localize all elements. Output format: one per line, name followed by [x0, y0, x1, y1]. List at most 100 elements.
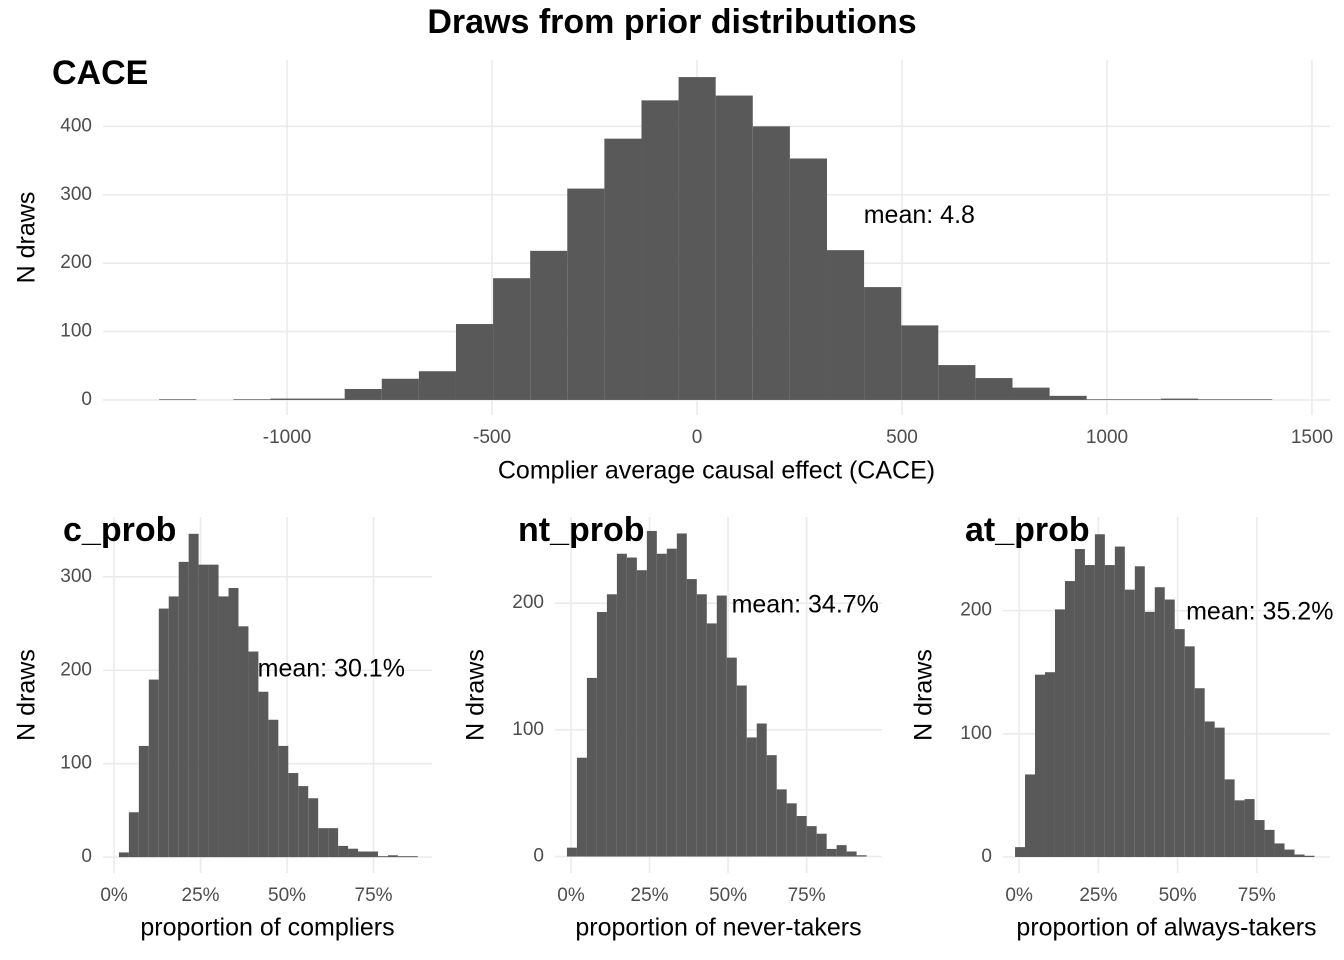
bar — [606, 594, 617, 857]
bar — [678, 77, 716, 400]
y-tick-label: 200 — [512, 592, 544, 613]
bar — [616, 553, 627, 857]
y-tick-label: 100 — [960, 723, 992, 744]
y-tick-label: 200 — [60, 659, 92, 680]
x-tick-label: 75% — [1238, 885, 1276, 906]
bar — [218, 596, 229, 858]
bar — [1154, 587, 1165, 857]
bar — [586, 677, 597, 857]
y-tick-label: 0 — [981, 846, 992, 867]
bar — [706, 623, 717, 857]
bar — [367, 851, 378, 858]
bar — [493, 278, 531, 400]
bar — [716, 595, 727, 857]
bar — [796, 815, 807, 857]
bar — [198, 564, 209, 858]
x-tick-label: 0% — [100, 885, 128, 906]
bar — [248, 651, 259, 858]
bar — [856, 855, 867, 857]
bar — [1194, 688, 1205, 857]
bar — [158, 608, 169, 858]
y-tick-label: 0 — [533, 846, 544, 867]
bar — [1074, 549, 1085, 857]
y-axis-label: N draws — [13, 192, 41, 284]
annotation: mean: 4.8 — [864, 201, 975, 229]
x-tick-label: 25% — [182, 885, 220, 906]
bar — [1234, 800, 1245, 857]
bar — [328, 828, 339, 858]
x-tick-label: 50% — [1159, 885, 1197, 906]
panel: 0% 25% 50% 75% 0 100 200 300 proportion of compl… — [13, 511, 432, 942]
bar — [1174, 629, 1185, 857]
bar — [1084, 565, 1095, 857]
bar — [604, 138, 642, 400]
bar — [1235, 399, 1273, 400]
bar — [1064, 581, 1075, 857]
bar — [1123, 399, 1161, 400]
bar — [387, 855, 398, 858]
bar — [1164, 599, 1175, 857]
panel-title: nt_prob — [518, 511, 645, 549]
y-axis-label: N draws — [13, 649, 41, 741]
bar — [786, 803, 797, 857]
x-axis-label: proportion of never-takers — [575, 914, 861, 942]
bar — [566, 847, 577, 857]
bar — [846, 851, 857, 857]
y-tick-label: 0 — [81, 389, 92, 410]
bar — [358, 851, 368, 858]
x-tick-label: 75% — [788, 885, 826, 906]
bar — [397, 856, 408, 858]
bar — [1134, 566, 1145, 857]
x-tick-label: 500 — [886, 427, 918, 448]
bar — [626, 557, 637, 857]
x-tick-label: 25% — [631, 885, 669, 906]
bar — [596, 612, 607, 857]
bar — [288, 773, 299, 858]
x-tick-label: -500 — [473, 427, 511, 448]
bar — [567, 188, 605, 400]
bar — [268, 719, 279, 858]
y-axis-label: N draws — [910, 649, 938, 741]
y-tick-label: 100 — [512, 719, 544, 740]
bar — [118, 852, 129, 858]
bar — [1224, 779, 1235, 857]
bar — [270, 398, 308, 400]
bar — [676, 533, 687, 857]
bar — [381, 378, 419, 400]
bar — [746, 737, 757, 857]
bar — [1015, 847, 1026, 857]
bar — [308, 798, 319, 858]
bar — [318, 828, 329, 858]
bar — [666, 548, 677, 857]
bar — [901, 325, 939, 400]
bar — [938, 365, 976, 400]
annotation: mean: 30.1% — [258, 655, 405, 683]
bar — [789, 158, 827, 400]
bar — [148, 679, 159, 858]
panel-title: CACE — [52, 54, 148, 92]
panel-title: c_prob — [63, 511, 176, 549]
bar — [258, 691, 269, 858]
bar — [1124, 589, 1135, 857]
bar — [1294, 854, 1305, 857]
bar — [646, 530, 657, 857]
bar — [1035, 674, 1045, 857]
bar — [298, 786, 309, 858]
bar — [159, 399, 197, 400]
bar — [278, 745, 289, 858]
bar — [766, 755, 777, 857]
x-axis-label: proportion of compliers — [140, 914, 394, 942]
bar — [1086, 399, 1124, 400]
bar — [178, 561, 189, 858]
bar — [826, 848, 837, 857]
x-axis-label: proportion of always-takers — [1016, 914, 1316, 942]
bar — [1012, 387, 1050, 400]
y-tick-label: 200 — [60, 252, 92, 273]
bar — [636, 570, 647, 857]
bar — [736, 685, 747, 857]
bar — [826, 250, 865, 400]
bar — [1197, 399, 1236, 400]
bar — [1114, 546, 1125, 857]
bar — [1264, 829, 1275, 857]
